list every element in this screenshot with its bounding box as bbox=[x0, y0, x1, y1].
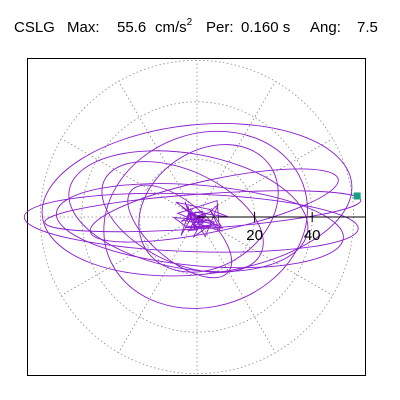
core-scribble bbox=[172, 199, 229, 238]
grid-spoke bbox=[118, 81, 198, 218]
period-label: Per: bbox=[206, 19, 234, 36]
orbit-trace bbox=[23, 123, 362, 309]
orbit-loop bbox=[103, 130, 308, 309]
max-unit-base: cm/s bbox=[155, 19, 187, 36]
tick-label-40: 40 bbox=[304, 227, 321, 244]
station-code: CSLG bbox=[14, 19, 55, 36]
orbit-loop bbox=[138, 144, 279, 273]
tick-label-20: 20 bbox=[246, 227, 263, 244]
orbit-loop bbox=[68, 150, 309, 273]
max-value: 55.6 bbox=[117, 19, 147, 36]
max-unit-exponent: 2 bbox=[186, 17, 193, 28]
axis: 20 40 bbox=[197, 212, 366, 244]
orbit-loop bbox=[55, 183, 344, 269]
grid-spoke bbox=[61, 216, 198, 296]
grid-spoke bbox=[61, 138, 198, 218]
orbit-loop bbox=[101, 161, 264, 273]
title-bar: CSLG Max: 55.6 cm/s2 Per: 0.160 s Ang: 7… bbox=[0, 0, 400, 50]
period-value: 0.160 s bbox=[241, 19, 291, 36]
max-unit: cm/s2 bbox=[155, 17, 193, 37]
orbit-loop bbox=[127, 184, 233, 279]
peak-marker bbox=[353, 192, 361, 200]
orbit-loop bbox=[23, 192, 359, 253]
angle-label: Ang: bbox=[310, 19, 341, 36]
plot-frame bbox=[27, 58, 366, 376]
peak-marker-layer bbox=[353, 192, 361, 200]
max-label: Max: bbox=[67, 19, 100, 36]
orbit-loop bbox=[41, 123, 353, 277]
angle-value: 7.5 bbox=[357, 19, 378, 36]
